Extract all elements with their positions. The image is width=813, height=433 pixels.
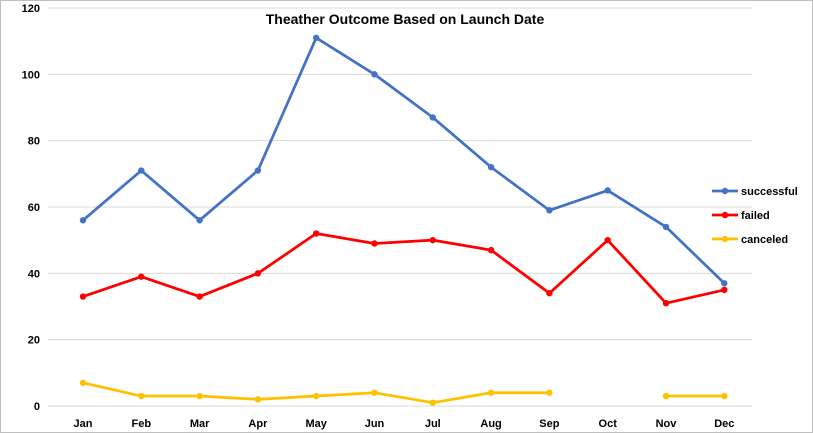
failed-point	[79, 293, 87, 300]
x-tick-label: Aug	[480, 418, 501, 430]
canceled-point	[371, 389, 378, 396]
x-tick-label: May	[305, 418, 327, 430]
y-tick-label: 20	[28, 335, 40, 347]
canceled-point	[313, 392, 320, 400]
legend-item-successful: successful	[712, 186, 798, 198]
failed-point	[138, 273, 145, 280]
x-tick-label: Jun	[365, 418, 385, 430]
successful-point	[196, 217, 203, 224]
legend-marker	[721, 235, 729, 243]
failed-point	[546, 290, 553, 297]
canceled-point	[196, 392, 203, 400]
x-tick-label: Jan	[74, 418, 93, 430]
failed-point	[604, 236, 611, 244]
y-axis-ticks: 0 20 40 60 80 100 120	[22, 3, 40, 413]
failed-point	[313, 230, 320, 237]
y-tick-label: 60	[28, 202, 40, 214]
successful-point	[604, 187, 611, 194]
series-canceled	[79, 379, 728, 406]
x-tick-label: Apr	[248, 418, 268, 430]
failed-point	[254, 270, 262, 277]
x-tick-label: Nov	[656, 418, 678, 430]
y-tick-label: 0	[34, 401, 40, 413]
canceled-point	[138, 392, 145, 400]
y-tick-label: 40	[28, 268, 40, 280]
failed-point	[721, 286, 728, 294]
successful-line	[81, 36, 726, 285]
x-tick-label: Sep	[539, 418, 559, 430]
canceled-point	[721, 392, 728, 400]
failed-point	[429, 236, 436, 244]
canceled-point	[254, 396, 262, 403]
series-successful	[79, 34, 728, 287]
x-tick-label: Feb	[132, 418, 152, 430]
successful-point	[487, 164, 495, 171]
canceled-point	[546, 389, 553, 396]
gridlines	[48, 7, 752, 407]
successful-point	[371, 71, 378, 78]
x-tick-label: Mar	[190, 418, 210, 430]
successful-point	[313, 34, 320, 42]
failed-point	[487, 246, 495, 254]
legend-label: failed	[741, 210, 770, 222]
legend-item-canceled: canceled	[712, 234, 788, 246]
legend-label: canceled	[741, 234, 788, 246]
x-tick-label: Jul	[425, 418, 441, 430]
canceled-line	[81, 381, 551, 405]
legend-marker	[721, 187, 729, 195]
y-tick-label: 80	[28, 136, 40, 148]
legend-marker	[721, 211, 729, 219]
successful-point	[138, 167, 145, 174]
successful-point	[721, 280, 728, 287]
legend-label: successful	[741, 186, 798, 198]
legend-item-failed: failed	[712, 210, 770, 222]
canceled-point	[429, 399, 436, 406]
y-tick-label: 120	[22, 3, 40, 15]
failed-point	[662, 299, 670, 307]
canceled-point	[79, 379, 87, 386]
successful-point	[254, 167, 262, 174]
legend: successful failed canceled	[712, 186, 798, 246]
series-failed	[79, 230, 728, 307]
failed-point	[371, 240, 378, 247]
failed-line	[81, 232, 726, 305]
failed-point	[196, 293, 203, 300]
x-tick-label: Oct	[599, 418, 618, 430]
series-group	[79, 34, 728, 406]
successful-point	[546, 207, 553, 214]
y-tick-label: 100	[22, 69, 40, 81]
successful-point	[662, 223, 670, 231]
successful-point	[79, 217, 87, 224]
successful-point	[429, 114, 436, 121]
canceled-point	[662, 392, 670, 400]
x-tick-label: Dec	[714, 418, 734, 430]
x-axis-ticks: Jan Feb Mar Apr May Jun Jul Aug Sep Oct Nov Dec	[74, 418, 735, 430]
canceled-point	[487, 389, 495, 396]
chart-title: Theather Outcome Based on Launch Date	[266, 11, 545, 27]
